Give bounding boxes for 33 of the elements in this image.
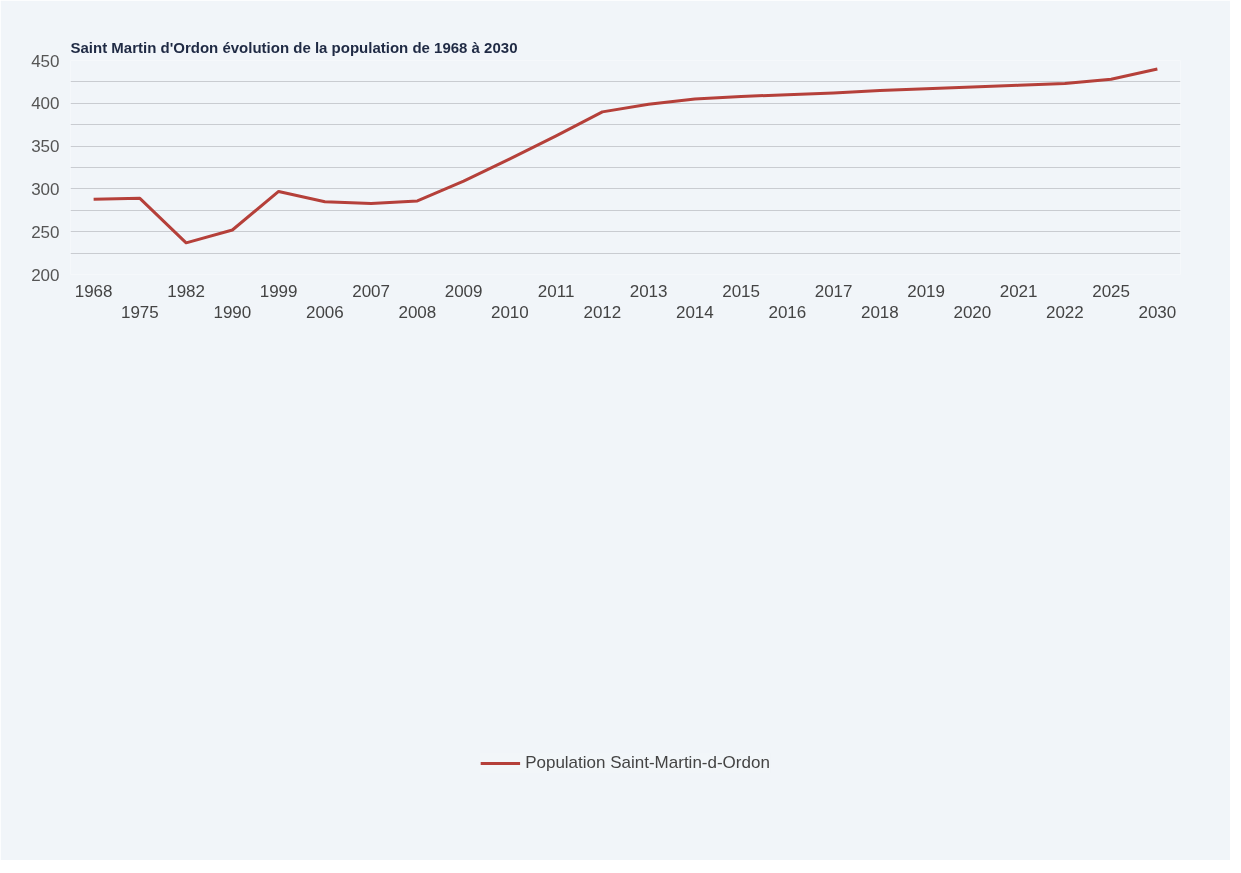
x-tick-label: 1968 xyxy=(74,281,113,301)
legend-label: Population Saint-Martin-d-Ordon xyxy=(525,753,770,774)
x-tick-label: 2012 xyxy=(583,302,622,322)
x-tick-label: 2017 xyxy=(814,281,853,301)
x-tick-label: 2014 xyxy=(675,302,714,322)
x-tick-label: 2006 xyxy=(305,302,344,322)
x-tick-label: 1999 xyxy=(259,281,298,301)
x-tick-label: 2025 xyxy=(1092,281,1131,301)
x-tick-label: 2022 xyxy=(1045,302,1084,322)
y-tick-label: 300 xyxy=(31,179,60,199)
x-tick-label: 2018 xyxy=(860,302,899,322)
y-tick-label: 450 xyxy=(31,51,60,71)
y-tick-label: 250 xyxy=(31,222,60,242)
x-tick-label: 2013 xyxy=(629,281,668,301)
x-tick-label: 2016 xyxy=(768,302,807,322)
x-tick-label: 2020 xyxy=(953,302,992,322)
x-tick-label: 2010 xyxy=(490,302,529,322)
y-tick-label: 200 xyxy=(31,265,60,285)
x-tick-label: 2007 xyxy=(352,281,391,301)
x-tick-label: 1975 xyxy=(120,302,159,322)
y-tick-label: 400 xyxy=(31,94,60,114)
x-tick-label: 2008 xyxy=(398,302,437,322)
x-tick-label: 2030 xyxy=(1138,302,1177,322)
x-tick-label: 2015 xyxy=(722,281,761,301)
y-tick-label: 350 xyxy=(31,137,60,157)
x-tick-label: 2021 xyxy=(999,281,1038,301)
x-tick-label: 2009 xyxy=(444,281,483,301)
chart-title: Saint Martin d'Ordon évolution de la population de 1968 à 2030 xyxy=(70,38,518,56)
x-tick-label: 2019 xyxy=(907,281,946,301)
line-series xyxy=(92,67,1159,245)
x-tick-label: 2011 xyxy=(537,281,575,301)
x-tick-label: 1982 xyxy=(167,281,206,301)
x-tick-label: 1990 xyxy=(213,302,252,322)
